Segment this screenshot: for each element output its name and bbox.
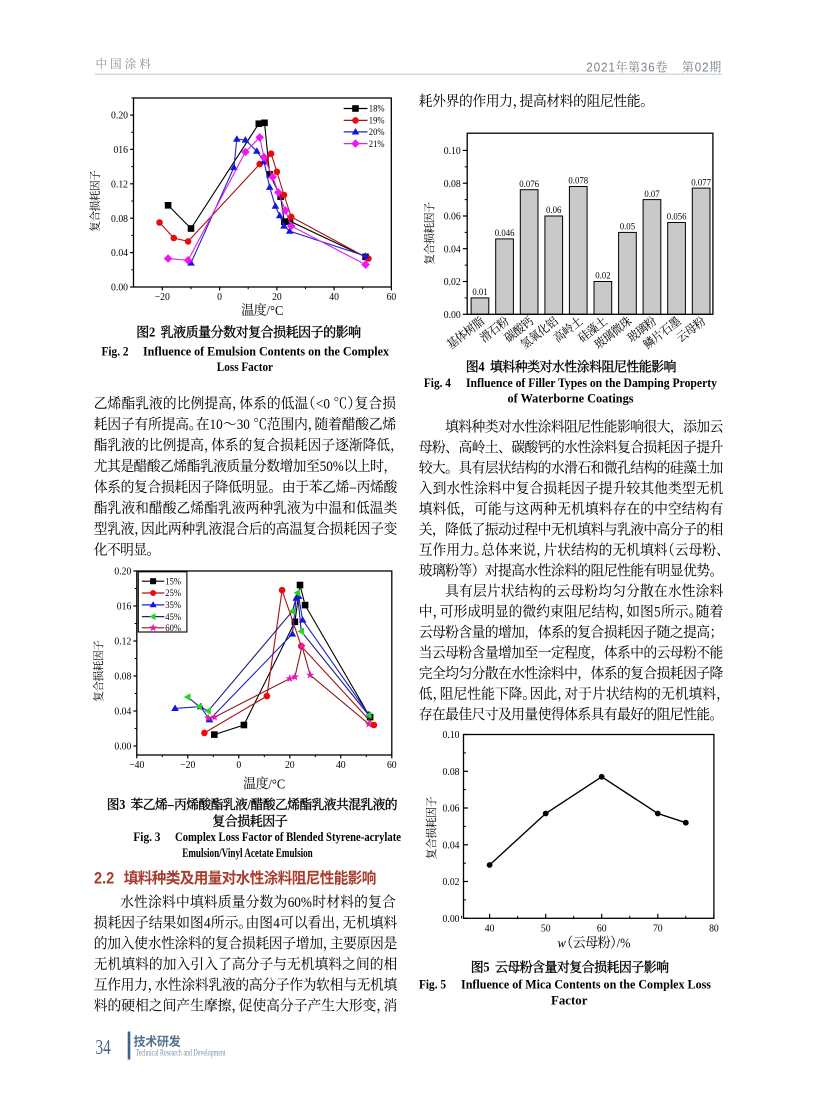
svg-text:Complex Loss Factor of Blended: Complex Loss Factor of Blended Styrene-a…: [175, 830, 401, 845]
svg-text:0.00: 0.00: [444, 309, 461, 321]
svg-text:19%: 19%: [369, 115, 385, 126]
svg-text:0.077: 0.077: [691, 178, 711, 189]
svg-text:−40: −40: [129, 760, 144, 772]
svg-text:70: 70: [653, 923, 663, 935]
svg-text:50: 50: [541, 923, 551, 935]
svg-text:0.06: 0.06: [546, 206, 562, 217]
svg-text:40: 40: [336, 760, 346, 772]
svg-text:0.02: 0.02: [444, 277, 461, 289]
svg-text:2021: 2021: [586, 60, 616, 75]
svg-text:2.2: 2.2: [94, 870, 114, 888]
svg-text:0.08: 0.08: [443, 766, 460, 778]
svg-text:36: 36: [641, 60, 656, 75]
svg-text:60%: 60%: [165, 623, 181, 634]
svg-text:/°C: /°C: [268, 776, 285, 792]
svg-text:/°C: /°C: [267, 302, 284, 318]
svg-text:0.08: 0.08: [111, 213, 128, 225]
svg-text:0.20: 0.20: [114, 566, 131, 578]
svg-text:10: 10: [210, 418, 223, 434]
svg-text:80: 80: [709, 923, 719, 935]
svg-text:4: 4: [478, 358, 485, 374]
svg-text:Influence of Mica Contents on: Influence of Mica Contents on the Comple…: [461, 977, 711, 992]
svg-text:w: w: [558, 935, 566, 951]
svg-text:0.02: 0.02: [443, 877, 460, 889]
svg-text:0.00: 0.00: [111, 282, 128, 294]
svg-text:60: 60: [597, 923, 607, 935]
svg-text:Influence of Emulsion Contents: Influence of Emulsion Contents on the Co…: [143, 344, 390, 359]
svg-text:0.01: 0.01: [472, 288, 488, 299]
svg-text:Fig. 3: Fig. 3: [133, 830, 160, 845]
svg-text:60: 60: [387, 292, 397, 304]
svg-text:20: 20: [272, 292, 282, 304]
svg-text:0.12: 0.12: [111, 179, 128, 191]
svg-text:60%: 60%: [288, 895, 313, 911]
svg-text:Emulsion/Vinyl Acetate Emulsio: Emulsion/Vinyl Acetate Emulsion: [182, 845, 313, 860]
svg-text:35%: 35%: [165, 600, 181, 611]
svg-text:60: 60: [387, 760, 397, 772]
svg-text:Fig. 2: Fig. 2: [102, 344, 129, 359]
svg-text:40: 40: [329, 292, 339, 304]
svg-text:25%: 25%: [165, 588, 181, 599]
svg-text:0.20: 0.20: [111, 110, 128, 122]
svg-text:5: 5: [483, 959, 490, 975]
svg-text:5: 5: [654, 605, 661, 621]
svg-text:0.02: 0.02: [595, 271, 611, 282]
svg-text:0.10: 0.10: [443, 730, 460, 742]
svg-text:0.00: 0.00: [114, 741, 131, 753]
svg-text:0.076: 0.076: [519, 180, 539, 191]
svg-text:0.08: 0.08: [444, 178, 461, 190]
svg-text:0.06: 0.06: [443, 803, 460, 815]
svg-text:016: 016: [113, 145, 128, 157]
svg-text:0.07: 0.07: [644, 189, 660, 200]
svg-text:40: 40: [485, 923, 495, 935]
svg-text:4: 4: [204, 916, 211, 932]
svg-text:Technical Research and Develop: Technical Research and Development: [136, 1047, 226, 1058]
svg-text:3: 3: [119, 796, 126, 812]
svg-text:0.04: 0.04: [444, 244, 461, 256]
svg-text:Fig. 4: Fig. 4: [424, 375, 451, 390]
svg-text:4: 4: [273, 916, 280, 932]
svg-text:0.00: 0.00: [443, 913, 460, 925]
svg-text:0.12: 0.12: [114, 636, 131, 648]
svg-text:0.04: 0.04: [114, 706, 131, 718]
svg-text:Loss Factor: Loss Factor: [217, 359, 274, 374]
svg-text:30: 30: [237, 418, 250, 434]
svg-text:/%: /%: [617, 935, 631, 951]
svg-text:45%: 45%: [165, 611, 181, 622]
svg-text:0: 0: [217, 292, 222, 304]
svg-text:21%: 21%: [369, 138, 385, 149]
svg-text:15%: 15%: [165, 576, 181, 587]
svg-text:016: 016: [117, 601, 132, 613]
svg-text:20%: 20%: [369, 127, 385, 138]
svg-text:0.08: 0.08: [114, 671, 131, 683]
svg-text:18%: 18%: [369, 103, 385, 114]
svg-text:20: 20: [285, 760, 295, 772]
svg-text:of Waterborne Coatings: of Waterborne Coatings: [508, 391, 634, 406]
svg-text:−20: −20: [180, 760, 195, 772]
svg-text:0.10: 0.10: [444, 146, 461, 158]
svg-text:0.06: 0.06: [444, 211, 461, 223]
svg-text:0.05: 0.05: [620, 222, 636, 233]
svg-text:34: 34: [96, 1036, 111, 1059]
svg-text:Fig. 5: Fig. 5: [419, 977, 446, 992]
svg-text:Factor: Factor: [551, 993, 588, 1008]
svg-text:50%: 50%: [320, 460, 345, 476]
svg-text:2: 2: [149, 324, 156, 340]
svg-text:/: /: [247, 796, 252, 812]
svg-text:<0: <0: [316, 397, 330, 413]
svg-text:0.04: 0.04: [443, 840, 460, 852]
svg-text:0.078: 0.078: [568, 176, 588, 187]
svg-text:Influence of Filler Types on t: Influence of Filler Types on the Damping…: [466, 375, 718, 390]
svg-text:0.056: 0.056: [667, 212, 687, 223]
svg-text:0.04: 0.04: [111, 248, 128, 260]
svg-text:−20: −20: [155, 292, 170, 304]
svg-text:0.046: 0.046: [495, 229, 515, 240]
svg-text:0: 0: [236, 760, 241, 772]
svg-text:02: 02: [695, 60, 710, 75]
